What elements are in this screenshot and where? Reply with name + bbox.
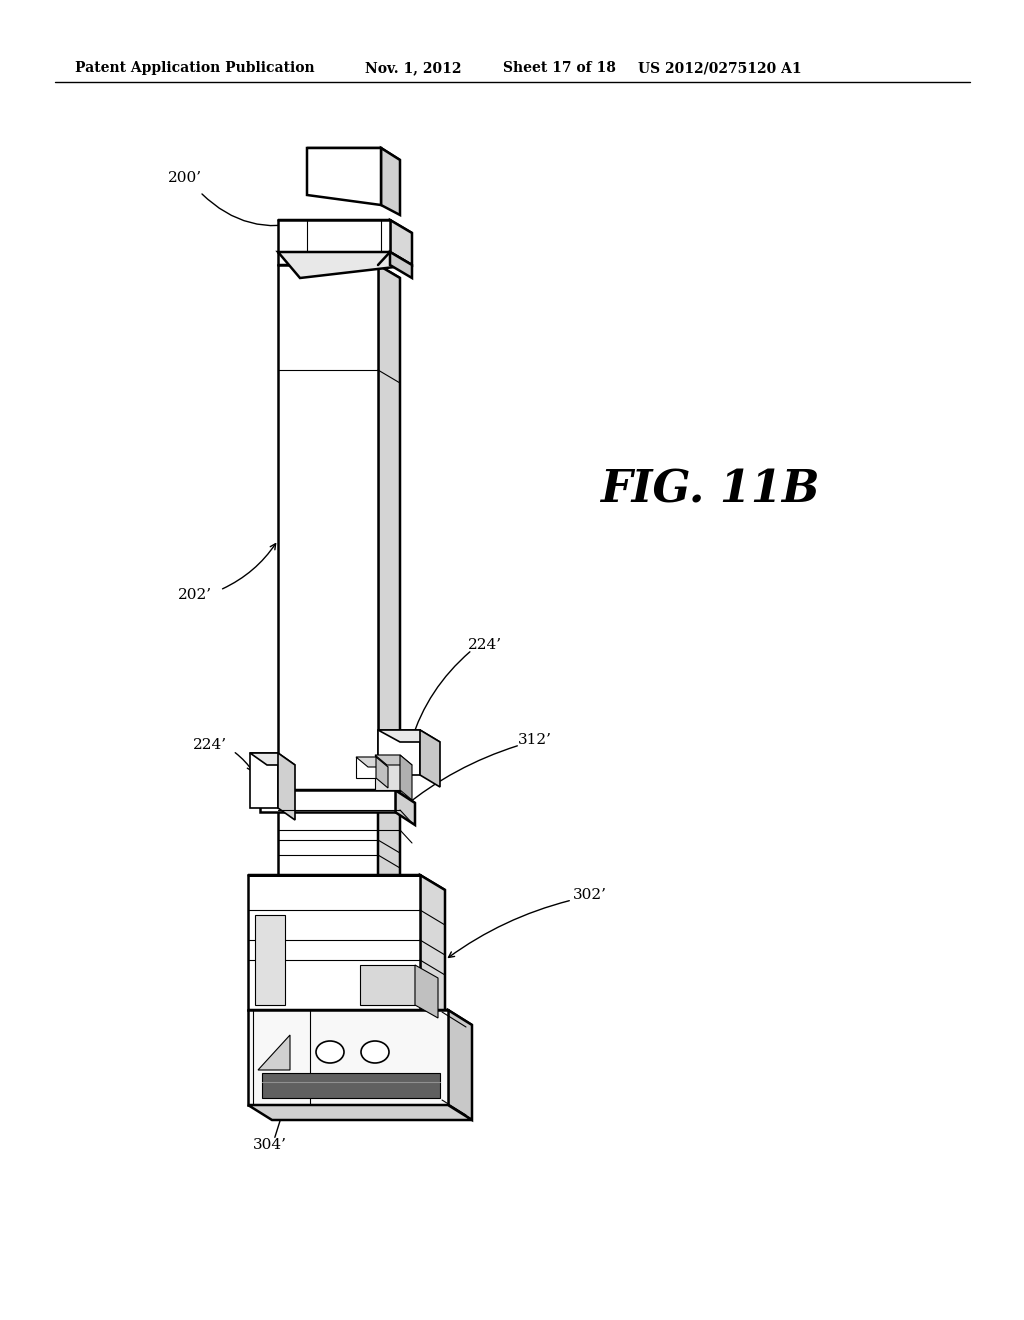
Polygon shape xyxy=(378,730,440,742)
Polygon shape xyxy=(248,875,420,1010)
Text: 202’: 202’ xyxy=(178,587,212,602)
Polygon shape xyxy=(378,789,400,888)
Text: 200’: 200’ xyxy=(168,172,202,185)
Polygon shape xyxy=(420,875,445,1026)
Polygon shape xyxy=(262,1073,440,1098)
Text: Sheet 17 of 18: Sheet 17 of 18 xyxy=(503,61,615,75)
Polygon shape xyxy=(395,789,415,825)
Ellipse shape xyxy=(316,1041,344,1063)
Polygon shape xyxy=(390,220,412,265)
Polygon shape xyxy=(260,789,415,803)
Polygon shape xyxy=(375,755,412,766)
Ellipse shape xyxy=(361,1041,389,1063)
Polygon shape xyxy=(356,756,376,777)
Polygon shape xyxy=(307,148,400,160)
Polygon shape xyxy=(307,148,381,205)
Polygon shape xyxy=(381,148,400,215)
Text: FIG. 11B: FIG. 11B xyxy=(600,469,820,511)
Polygon shape xyxy=(356,756,388,767)
Polygon shape xyxy=(278,252,412,279)
Polygon shape xyxy=(278,265,378,789)
Polygon shape xyxy=(248,1105,472,1119)
Polygon shape xyxy=(278,265,400,279)
Polygon shape xyxy=(390,252,412,279)
Polygon shape xyxy=(400,755,412,800)
Text: Nov. 1, 2012: Nov. 1, 2012 xyxy=(365,61,462,75)
Text: Patent Application Publication: Patent Application Publication xyxy=(75,61,314,75)
Text: 224’: 224’ xyxy=(468,638,502,652)
Polygon shape xyxy=(278,220,412,234)
Polygon shape xyxy=(378,730,420,775)
Polygon shape xyxy=(378,265,400,803)
Text: 304’: 304’ xyxy=(253,1138,287,1152)
Polygon shape xyxy=(278,789,378,875)
Text: 302’: 302’ xyxy=(573,888,607,902)
Polygon shape xyxy=(250,752,278,808)
Text: 312’: 312’ xyxy=(518,733,552,747)
Polygon shape xyxy=(449,1010,472,1119)
Polygon shape xyxy=(278,752,295,820)
Text: 224’: 224’ xyxy=(193,738,227,752)
Polygon shape xyxy=(415,965,438,1018)
Polygon shape xyxy=(248,1010,472,1026)
Polygon shape xyxy=(375,755,400,789)
Text: US 2012/0275120 A1: US 2012/0275120 A1 xyxy=(638,61,802,75)
Polygon shape xyxy=(420,730,440,787)
Polygon shape xyxy=(255,915,285,1005)
Polygon shape xyxy=(278,220,390,252)
Polygon shape xyxy=(376,756,388,788)
Polygon shape xyxy=(248,875,445,890)
Polygon shape xyxy=(360,965,415,1005)
Polygon shape xyxy=(260,789,395,812)
Polygon shape xyxy=(248,1010,449,1105)
Polygon shape xyxy=(258,1035,290,1071)
Polygon shape xyxy=(250,752,295,766)
